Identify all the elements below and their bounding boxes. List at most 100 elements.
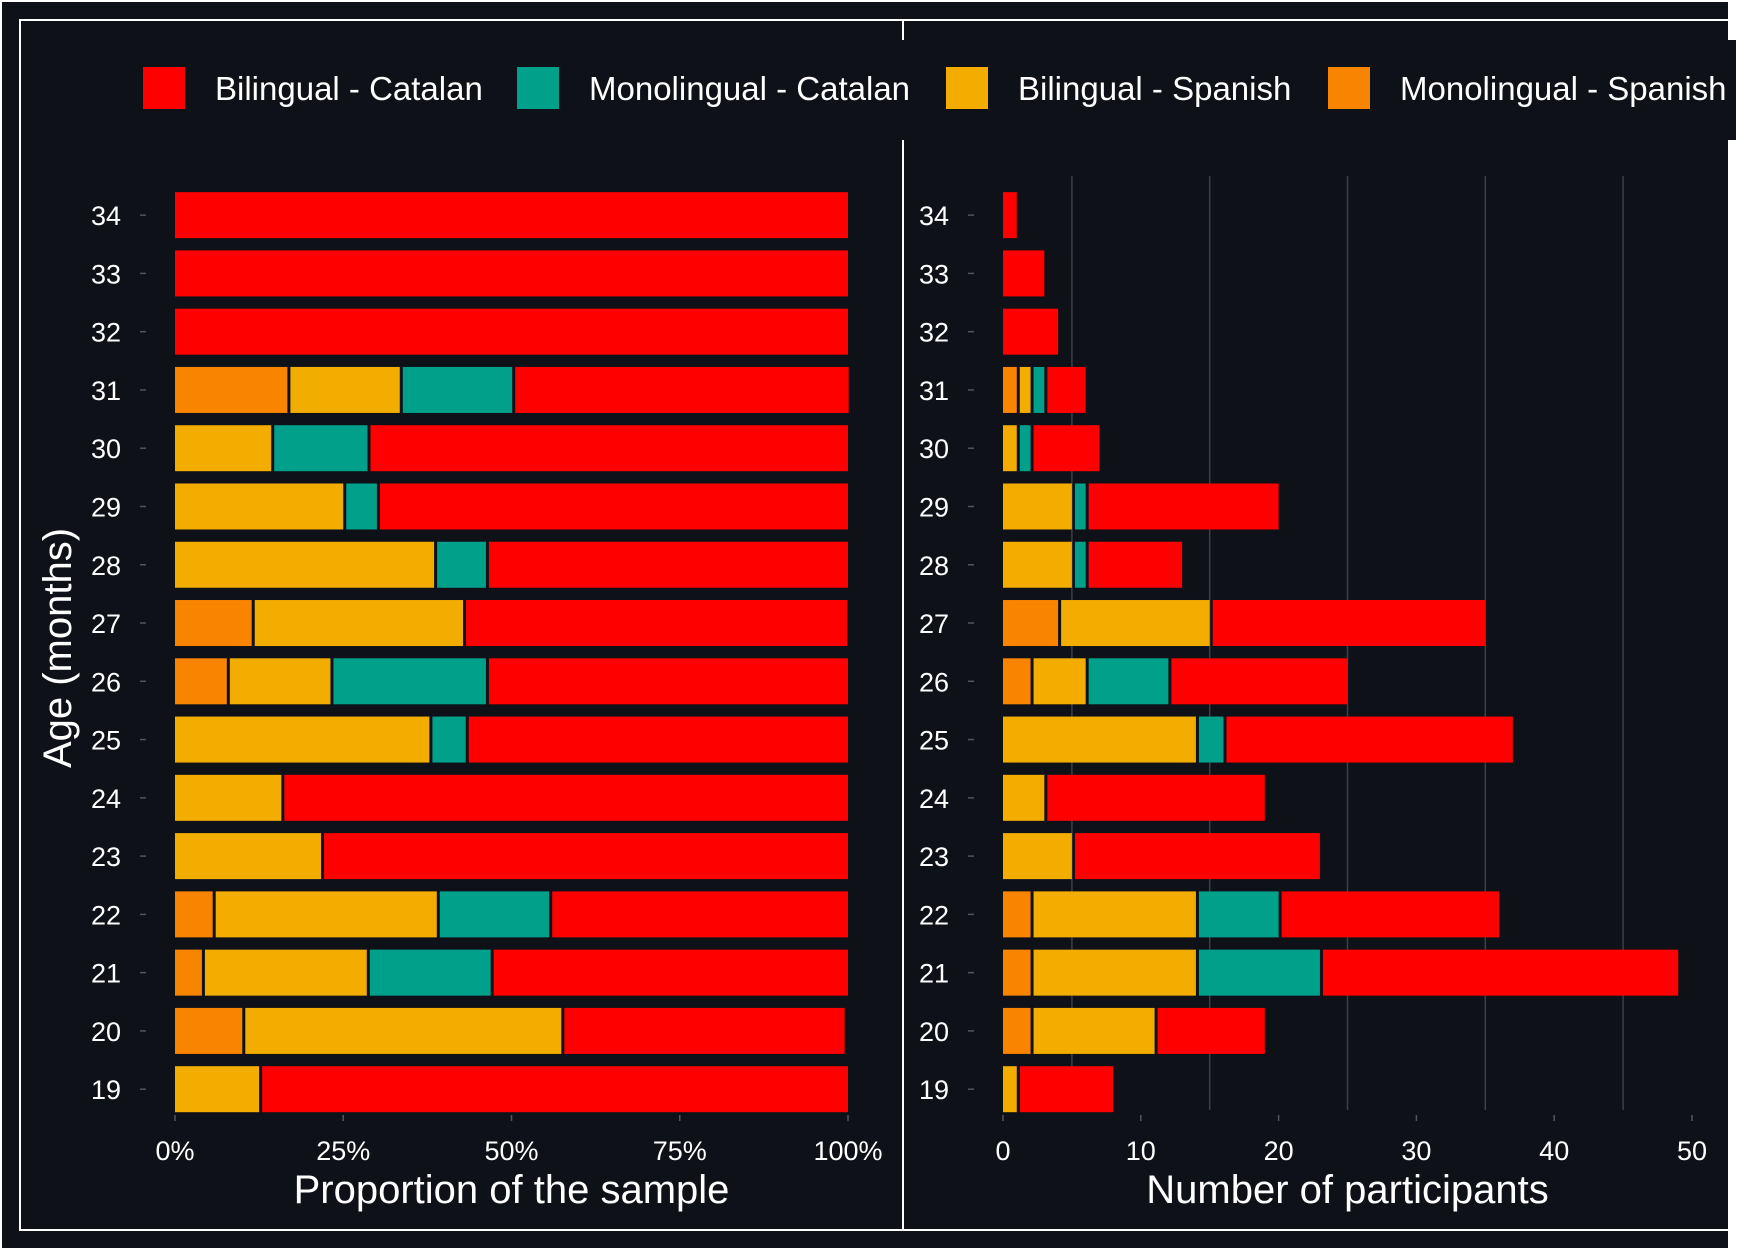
bar-right-22-monolingual-catalan bbox=[1198, 891, 1279, 938]
legend-swatch-4 bbox=[1328, 67, 1370, 109]
bar-right-26-monolingual-catalan bbox=[1088, 658, 1169, 705]
bar-right-21-bilingual-spanish bbox=[1033, 949, 1196, 996]
bar-left-30-bilingual-catalan bbox=[370, 425, 848, 472]
bar-right-29-bilingual-catalan bbox=[1088, 483, 1279, 530]
xtick-label-left-3: 50% bbox=[484, 1136, 538, 1166]
bar-left-22-monolingual-spanish bbox=[175, 891, 213, 938]
xtick-label-left-5: 100% bbox=[813, 1136, 882, 1166]
ytick-label-right-30: 30 bbox=[919, 434, 949, 464]
ytick-label-right-34: 34 bbox=[919, 201, 949, 231]
ytick-label-right-25: 25 bbox=[919, 726, 949, 756]
ytick-label-right-26: 26 bbox=[919, 667, 949, 697]
bar-left-22-bilingual-spanish bbox=[215, 891, 437, 938]
bar-left-26-monolingual-spanish bbox=[175, 658, 227, 705]
bar-left-29-monolingual-catalan bbox=[346, 483, 377, 530]
xtick-label-right-6: 50 bbox=[1677, 1136, 1707, 1166]
bar-left-19-bilingual-catalan bbox=[262, 1066, 848, 1113]
bar-right-21-monolingual-catalan bbox=[1198, 949, 1320, 996]
bar-right-24-bilingual-catalan bbox=[1047, 774, 1265, 821]
bar-left-23-bilingual-spanish bbox=[175, 833, 322, 880]
bar-right-29-bilingual-spanish bbox=[1003, 483, 1072, 530]
legend-label-2: Monolingual - Catalan bbox=[589, 70, 910, 107]
xtick-label-left-1: 0% bbox=[155, 1136, 194, 1166]
bar-left-29-bilingual-spanish bbox=[175, 483, 344, 530]
bar-left-31-monolingual-catalan bbox=[402, 366, 513, 413]
bar-right-20-bilingual-catalan bbox=[1157, 1007, 1265, 1054]
bar-right-25-bilingual-spanish bbox=[1003, 716, 1196, 763]
xtick-label-right-1: 0 bbox=[995, 1136, 1010, 1166]
bar-right-27-bilingual-spanish bbox=[1061, 600, 1210, 647]
ytick-label-right-32: 32 bbox=[919, 318, 949, 348]
ytick-label-right-20: 20 bbox=[919, 1017, 949, 1047]
bar-left-27-bilingual-spanish bbox=[254, 600, 464, 647]
ytick-label-left-22: 22 bbox=[91, 900, 121, 930]
bar-left-31-bilingual-spanish bbox=[290, 366, 400, 413]
bar-right-20-bilingual-spanish bbox=[1033, 1007, 1155, 1054]
legend-swatch-3 bbox=[946, 67, 988, 109]
yaxis-label: Age (months) bbox=[36, 528, 80, 768]
bar-right-31-bilingual-catalan bbox=[1047, 366, 1086, 413]
bar-left-33-bilingual-catalan bbox=[175, 250, 848, 297]
bar-left-27-bilingual-catalan bbox=[466, 600, 848, 647]
bar-left-31-monolingual-spanish bbox=[175, 366, 288, 413]
bar-left-22-monolingual-catalan bbox=[439, 891, 550, 938]
bar-left-28-bilingual-spanish bbox=[175, 541, 435, 588]
bar-left-23-bilingual-catalan bbox=[324, 833, 848, 880]
ytick-label-left-29: 29 bbox=[91, 492, 121, 522]
ytick-label-right-33: 33 bbox=[919, 259, 949, 289]
bar-right-24-bilingual-spanish bbox=[1003, 774, 1045, 821]
bar-left-34-bilingual-catalan bbox=[175, 192, 848, 239]
legend-label-1: Bilingual - Catalan bbox=[215, 70, 483, 107]
legend-swatch-2 bbox=[517, 67, 559, 109]
bar-left-20-bilingual-spanish bbox=[245, 1007, 562, 1054]
ytick-label-right-23: 23 bbox=[919, 842, 949, 872]
xaxis-label-left: Proportion of the sample bbox=[294, 1168, 730, 1212]
bar-left-21-monolingual-spanish bbox=[175, 949, 202, 996]
bar-right-22-bilingual-catalan bbox=[1281, 891, 1500, 938]
ytick-label-left-19: 19 bbox=[91, 1075, 121, 1105]
bar-right-34-bilingual-catalan bbox=[1003, 192, 1017, 239]
ytick-label-left-28: 28 bbox=[91, 551, 121, 581]
ytick-label-right-31: 31 bbox=[919, 376, 949, 406]
xaxis-label-right: Number of participants bbox=[1146, 1168, 1548, 1212]
ytick-label-left-26: 26 bbox=[91, 667, 121, 697]
bar-left-25-bilingual-catalan bbox=[468, 716, 848, 763]
bar-right-30-bilingual-spanish bbox=[1003, 425, 1017, 472]
bar-left-22-bilingual-catalan bbox=[552, 891, 848, 938]
ytick-label-left-27: 27 bbox=[91, 609, 121, 639]
ytick-label-left-31: 31 bbox=[91, 376, 121, 406]
legend-swatch-1 bbox=[143, 67, 185, 109]
bar-right-21-monolingual-spanish bbox=[1003, 949, 1031, 996]
bar-left-30-monolingual-catalan bbox=[274, 425, 368, 472]
ytick-label-right-28: 28 bbox=[919, 551, 949, 581]
bar-right-20-monolingual-spanish bbox=[1003, 1007, 1031, 1054]
bar-right-22-monolingual-spanish bbox=[1003, 891, 1031, 938]
bar-right-21-bilingual-catalan bbox=[1322, 949, 1679, 996]
ytick-label-right-22: 22 bbox=[919, 900, 949, 930]
bar-left-26-monolingual-catalan bbox=[333, 658, 486, 705]
ytick-label-right-24: 24 bbox=[919, 784, 949, 814]
legend-label-4: Monolingual - Spanish bbox=[1400, 70, 1727, 107]
bar-left-24-bilingual-catalan bbox=[284, 774, 849, 821]
bar-left-26-bilingual-catalan bbox=[488, 658, 848, 705]
bar-left-27-monolingual-spanish bbox=[175, 600, 252, 647]
bar-right-19-bilingual-spanish bbox=[1003, 1066, 1017, 1113]
bar-right-25-monolingual-catalan bbox=[1198, 716, 1224, 763]
ytick-label-right-21: 21 bbox=[919, 959, 949, 989]
xtick-label-left-2: 25% bbox=[316, 1136, 370, 1166]
bar-right-26-bilingual-spanish bbox=[1033, 658, 1086, 705]
bar-right-19-bilingual-catalan bbox=[1019, 1066, 1114, 1113]
bar-right-27-bilingual-catalan bbox=[1212, 600, 1486, 647]
bar-left-28-bilingual-catalan bbox=[488, 541, 848, 588]
bar-right-30-bilingual-catalan bbox=[1033, 425, 1100, 472]
ytick-label-left-25: 25 bbox=[91, 726, 121, 756]
bar-right-26-bilingual-catalan bbox=[1171, 658, 1348, 705]
right-edge-strip bbox=[1728, 2, 1748, 1248]
bar-right-32-bilingual-catalan bbox=[1003, 308, 1059, 355]
bar-left-21-monolingual-catalan bbox=[369, 949, 491, 996]
bar-right-27-monolingual-spanish bbox=[1003, 600, 1059, 647]
ytick-label-left-30: 30 bbox=[91, 434, 121, 464]
ytick-label-right-29: 29 bbox=[919, 492, 949, 522]
bar-right-29-monolingual-catalan bbox=[1074, 483, 1086, 530]
